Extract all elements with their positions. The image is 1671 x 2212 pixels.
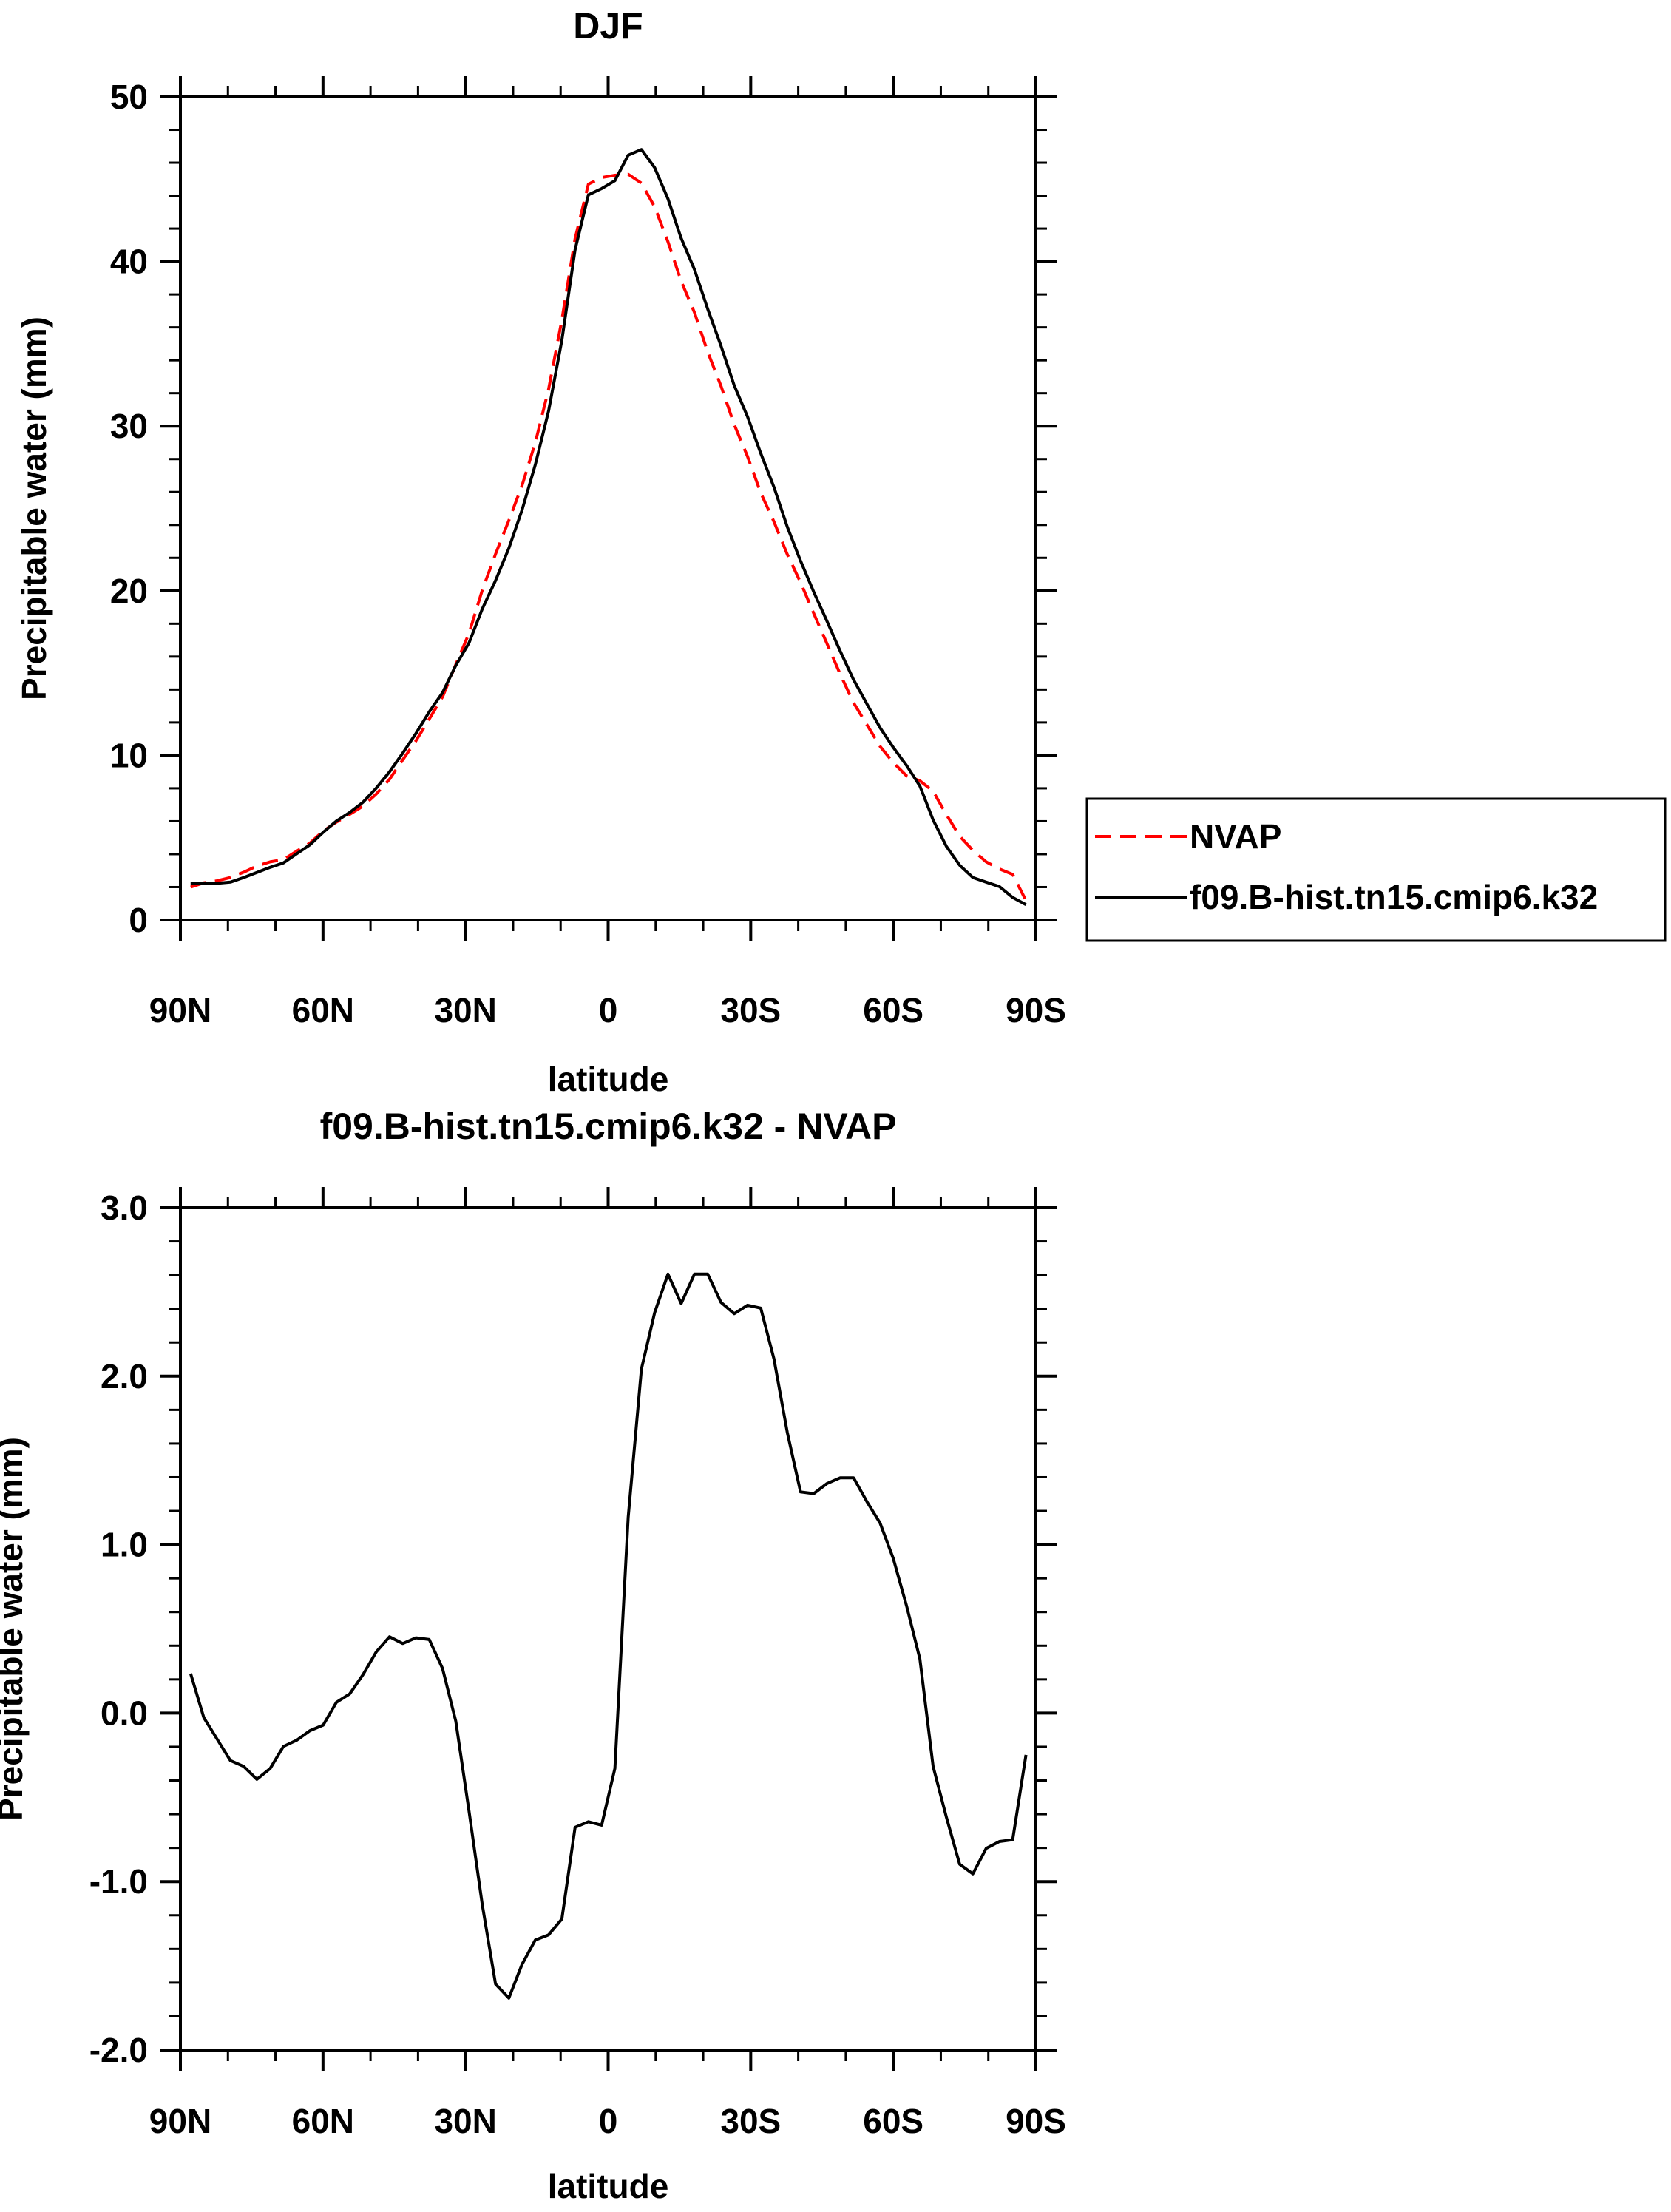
x-tick-label: 30N [434, 991, 496, 1029]
legend-label: NVAP [1190, 817, 1281, 856]
x-tick-label: 90N [149, 2102, 211, 2140]
y-tick-label: -1.0 [89, 1862, 148, 1901]
y-tick-label: -2.0 [89, 2031, 148, 2069]
x-tick-label: 60N [292, 991, 354, 1029]
y-tick-label: 0.0 [101, 1694, 148, 1732]
plot-frame [179, 95, 1037, 921]
x-tick-label: 30S [720, 2102, 781, 2140]
legend-label: f09.B-hist.tn15.cmip6.k32 [1190, 878, 1598, 916]
y-axis-title: Precipitable water (mm) [0, 1437, 30, 1821]
y-tick-label: 30 [110, 407, 148, 445]
plot-frame [179, 1206, 1037, 2052]
x-tick-label: 90N [149, 991, 211, 1029]
x-tick-label: 30S [720, 991, 781, 1029]
series-line-difference [189, 1272, 1028, 2000]
series-line-f09-b-hist-tn15-cmip6-k32 [190, 148, 1027, 907]
x-tick-label: 30N [434, 2102, 496, 2140]
x-tick-label: 0 [599, 991, 618, 1029]
y-tick-label: 0 [129, 901, 148, 939]
y-tick-label: 40 [110, 243, 148, 281]
y-tick-label: 50 [110, 78, 148, 116]
chart-panel-1: DJF 90N 60N 30N 0 30S 60S 90S 0 10 20 30 40 50 latitud… [15, 5, 1667, 1098]
y-tick-label: 10 [110, 736, 148, 774]
legend: NVAP f09.B-hist.tn15.cmip6.k32 [1085, 797, 1667, 942]
x-tick-label: 90S [1006, 991, 1066, 1029]
y-tick-label: 2.0 [101, 1357, 148, 1396]
y-tick-label: 1.0 [101, 1526, 148, 1564]
chart-title: DJF [573, 5, 643, 47]
chart-title: f09.B-hist.tn15.cmip6.k32 - NVAP [320, 1106, 897, 1147]
x-axis-title: latitude [548, 2167, 669, 2205]
x-tick-label: 0 [599, 2102, 618, 2140]
x-tick-label: 60S [863, 2102, 923, 2140]
series-line-nvap [190, 172, 1028, 902]
x-tick-label: 60S [863, 991, 923, 1029]
chart-panel-2: f09.B-hist.tn15.cmip6.k32 - NVAP 90N 60N 30… [0, 1106, 1066, 2205]
x-tick-label: 60N [292, 2102, 354, 2140]
x-axis-title: latitude [548, 1060, 669, 1098]
x-tick-label: 90S [1006, 2102, 1066, 2140]
y-tick-label: 3.0 [101, 1188, 148, 1227]
y-axis-title: Precipitable water (mm) [15, 317, 53, 700]
y-tick-label: 20 [110, 572, 148, 610]
legend-box [1085, 797, 1667, 942]
